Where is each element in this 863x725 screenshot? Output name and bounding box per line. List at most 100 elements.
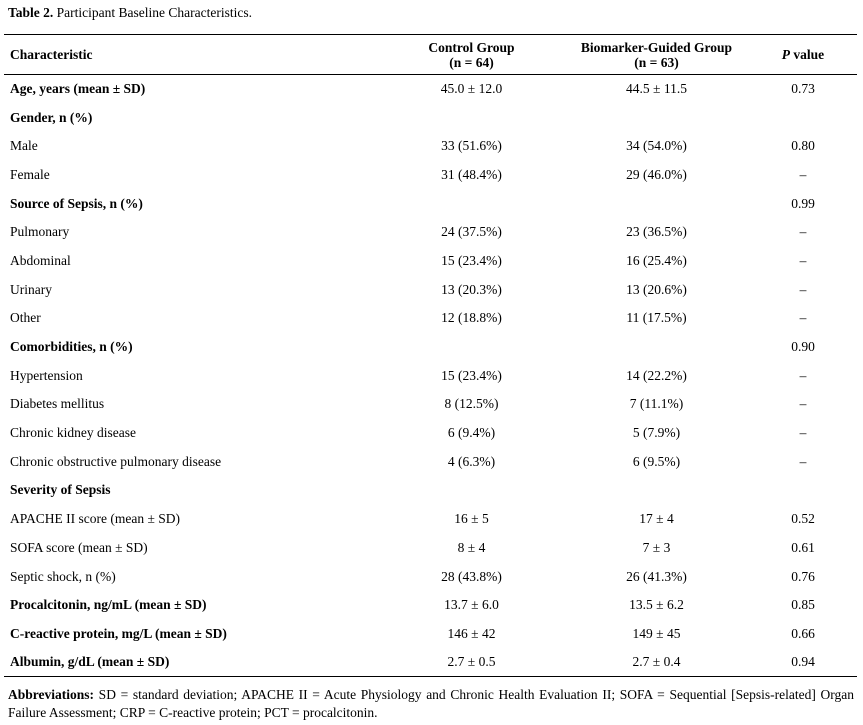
biomarker-value: 44.5 ± 11.5 — [626, 81, 687, 97]
row-label: C-reactive protein, mg/L (mean ± SD) — [10, 625, 227, 641]
row-label: Septic shock, n (%) — [10, 568, 116, 584]
biomarker-value: 149 ± 45 — [632, 625, 681, 641]
table-caption-text: Participant Baseline Characteristics. — [53, 5, 252, 20]
table-row: Procalcitonin, ng/mL (mean ± SD) 13.7 ± 6… — [4, 591, 857, 620]
baseline-characteristics-table: Characteristic Control Group (n = 64) Bi… — [4, 34, 857, 678]
header-control-group: Control Group (n = 64) — [379, 34, 564, 75]
p-value — [749, 103, 857, 132]
control-value — [379, 476, 564, 505]
control-value: 24 (37.5%) — [441, 224, 502, 240]
control-value: 31 (48.4%) — [441, 166, 502, 182]
row-label: Procalcitonin, ng/mL (mean ± SD) — [10, 597, 207, 613]
table-row: Albumin, g/dL (mean ± SD) 2.7 ± 0.5 2.7 ± … — [4, 648, 857, 678]
table-row: C-reactive protein, mg/L (mean ± SD) 146 … — [4, 620, 857, 649]
biomarker-value: 17 ± 4 — [639, 511, 674, 527]
header-characteristic: Characteristic — [4, 34, 379, 75]
biomarker-value — [564, 333, 749, 362]
biomarker-value: 5 (7.9%) — [632, 425, 681, 441]
row-label: Gender, n (%) — [10, 109, 93, 125]
biomarker-value: 26 (41.3%) — [626, 568, 687, 584]
biomarker-value: 11 (17.5%) — [626, 310, 687, 326]
control-value: 8 ± 4 — [457, 539, 486, 555]
table-header: Characteristic Control Group (n = 64) Bi… — [4, 34, 857, 75]
abbreviations-text: SD = standard deviation; APACHE II = Acu… — [8, 687, 854, 720]
biomarker-value: 13.5 ± 6.2 — [629, 597, 684, 613]
control-value: 28 (43.8%) — [441, 568, 502, 584]
row-label: Age, years (mean ± SD) — [10, 81, 146, 97]
row-label: Other — [10, 310, 41, 326]
control-value: 146 ± 42 — [447, 625, 496, 641]
biomarker-value: 7 (11.1%) — [629, 396, 684, 412]
p-value: 0.85 — [791, 597, 815, 613]
table-row: Other 12 (18.8%) 11 (17.5%) – — [4, 304, 857, 333]
header-p-italic: P — [781, 47, 791, 62]
header-row: Characteristic Control Group (n = 64) Bi… — [4, 34, 857, 75]
header-biomarker-group: Biomarker-Guided Group (n = 63) — [564, 34, 749, 75]
table-row: Urinary 13 (20.3%) 13 (20.6%) – — [4, 275, 857, 304]
p-value: – — [799, 396, 807, 412]
p-value: 0.90 — [791, 339, 815, 355]
row-label: Urinary — [10, 281, 52, 297]
row-label: Female — [10, 166, 50, 182]
p-value — [749, 476, 857, 505]
control-value — [379, 333, 564, 362]
row-label: SOFA score (mean ± SD) — [10, 539, 148, 555]
p-value: 0.61 — [791, 539, 815, 555]
biomarker-value: 29 (46.0%) — [626, 166, 687, 182]
abbreviations-label: Abbreviations: — [8, 687, 95, 702]
biomarker-value: 13 (20.6%) — [626, 281, 687, 297]
p-value: 0.94 — [749, 648, 857, 678]
control-value: 2.7 ± 0.5 — [379, 648, 564, 678]
p-value: – — [799, 252, 807, 268]
row-label: Albumin, g/dL (mean ± SD) — [4, 648, 379, 678]
biomarker-value: 14 (22.2%) — [626, 367, 687, 383]
header-p-value: P value — [749, 34, 857, 75]
p-value: 0.73 — [791, 81, 815, 97]
row-label: Hypertension — [10, 367, 83, 383]
row-label: Pulmonary — [10, 224, 70, 240]
table-caption-label: Table 2. — [8, 5, 54, 20]
table-row: Female 31 (48.4%) 29 (46.0%) – — [4, 161, 857, 190]
table-row: APACHE II score (mean ± SD) 16 ± 5 17 ± 4 0… — [4, 505, 857, 534]
p-value: – — [799, 166, 807, 182]
row-label: Chronic kidney disease — [10, 425, 136, 441]
table-row: Age, years (mean ± SD) 45.0 ± 12.0 44.5 ± … — [4, 75, 857, 104]
control-value: 12 (18.8%) — [441, 310, 502, 326]
control-value: 4 (6.3%) — [447, 453, 496, 469]
row-label: Chronic obstructive pulmonary disease — [10, 453, 222, 469]
biomarker-value: 16 (25.4%) — [626, 252, 687, 268]
p-value: 0.52 — [791, 511, 815, 527]
p-value: 0.99 — [791, 195, 815, 211]
p-value: 0.80 — [791, 138, 815, 154]
control-value: 8 (12.5%) — [444, 396, 499, 412]
p-value: 0.76 — [791, 568, 815, 584]
table-row: Septic shock, n (%) 28 (43.8%) 26 (41.3%) 0… — [4, 562, 857, 591]
p-value: – — [799, 367, 807, 383]
table-row: Abdominal 15 (23.4%) 16 (25.4%) – — [4, 247, 857, 276]
table-row: Source of Sepsis, n (%) 0.99 — [4, 189, 857, 218]
header-control-n: (n = 64) — [449, 54, 494, 70]
row-label: Source of Sepsis, n (%) — [10, 195, 143, 211]
control-value: 6 (9.4%) — [447, 425, 496, 441]
table-row: Pulmonary 24 (37.5%) 23 (36.5%) – — [4, 218, 857, 247]
table-row: Chronic obstructive pulmonary disease 4 (… — [4, 447, 857, 476]
table-caption: Table 2. Participant Baseline Characteri… — [8, 5, 252, 21]
p-value: – — [799, 425, 807, 441]
row-label: Male — [10, 138, 38, 154]
biomarker-value: 23 (36.5%) — [626, 224, 687, 240]
biomarker-value: 2.7 ± 0.4 — [564, 648, 749, 678]
control-value: 45.0 ± 12.0 — [440, 81, 503, 97]
control-value: 13.7 ± 6.0 — [444, 597, 499, 613]
control-value — [379, 189, 564, 218]
table-row: Chronic kidney disease 6 (9.4%) 5 (7.9%) – — [4, 419, 857, 448]
row-label: Comorbidities, n (%) — [10, 339, 133, 355]
biomarker-value — [564, 189, 749, 218]
control-value: 16 ± 5 — [454, 511, 489, 527]
table-row: SOFA score (mean ± SD) 8 ± 4 7 ± 3 0.61 — [4, 534, 857, 563]
table-row: Severity of Sepsis — [4, 476, 857, 505]
p-value: – — [799, 453, 807, 469]
table-body: Age, years (mean ± SD) 45.0 ± 12.0 44.5 ± … — [4, 75, 857, 678]
control-value — [379, 103, 564, 132]
row-label: Diabetes mellitus — [10, 396, 105, 412]
